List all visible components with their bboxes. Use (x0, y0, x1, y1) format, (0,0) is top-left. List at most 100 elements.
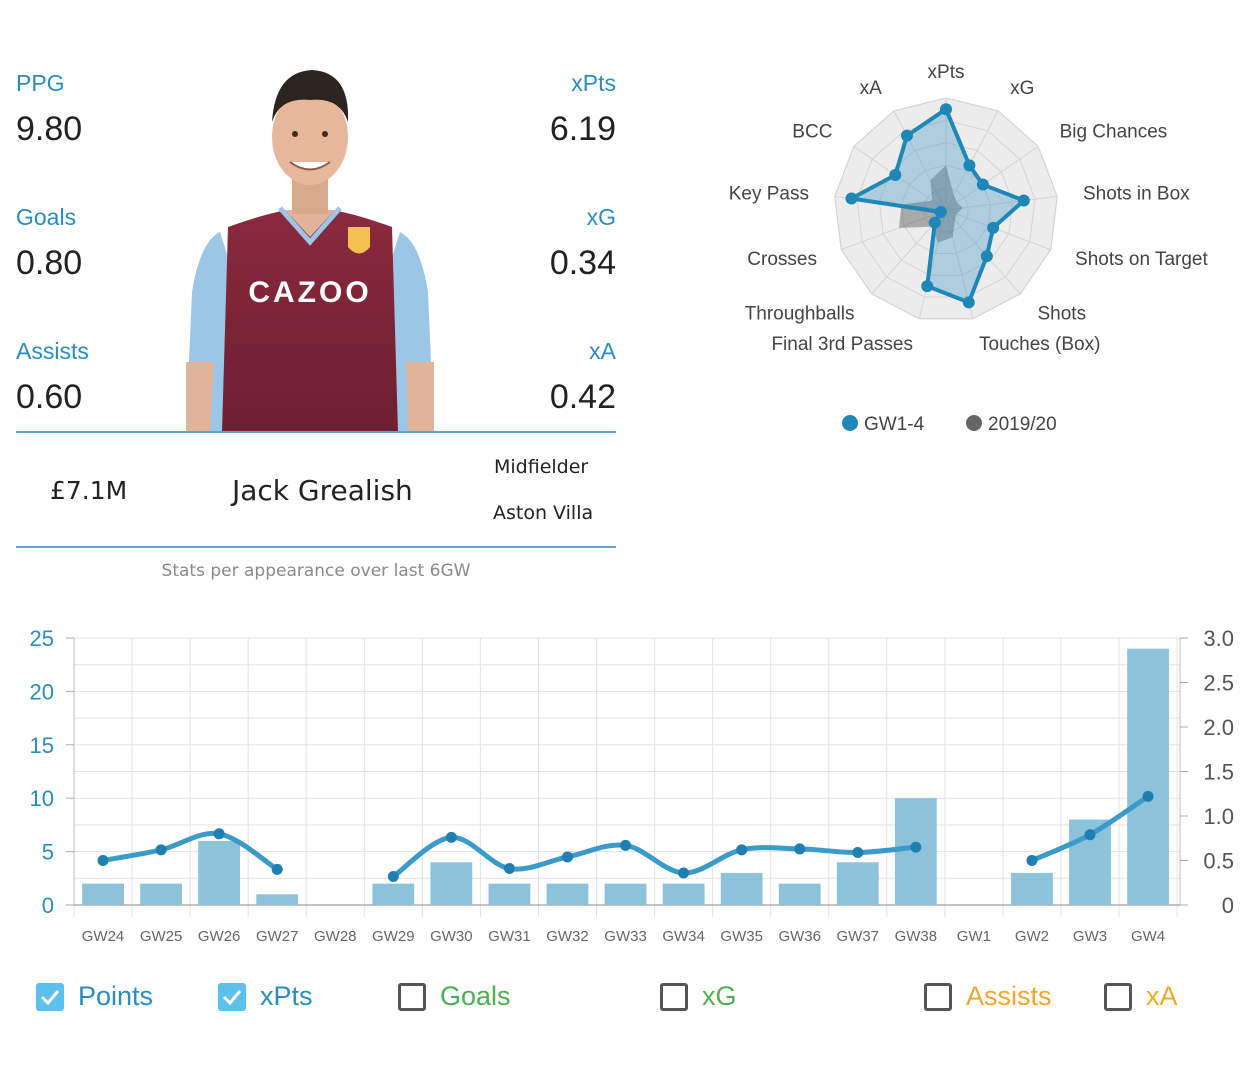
xpts-point (736, 844, 748, 856)
xpts-point (794, 843, 806, 855)
toggle-goals-label: Goals (440, 981, 511, 1011)
points-bar (82, 883, 124, 905)
x-tick-label: GW34 (662, 928, 705, 945)
radar-axis-label: Big Chances (1060, 122, 1168, 143)
y-tick-label: 25 (30, 626, 54, 651)
checkbox-checked-icon[interactable] (36, 982, 64, 1011)
card-divider-top (16, 431, 616, 433)
y2-tick-label: 2.5 (1203, 671, 1234, 696)
radar-grid-ring (923, 187, 969, 233)
xa-label: xA (589, 338, 616, 364)
radar-legend-label: 2019/20 (988, 414, 1057, 435)
y2-tick-label: 2.0 (1203, 715, 1234, 740)
x-tick-label: GW4 (1131, 928, 1165, 945)
checkbox-unchecked-icon[interactable] (924, 982, 952, 1011)
radar-point (962, 296, 975, 309)
x-tick-label: GW32 (546, 928, 589, 945)
x-tick-label: GW36 (778, 928, 821, 945)
radar-spoke (918, 209, 947, 319)
xpts-point (213, 828, 225, 840)
radar-series-gw1-4 (849, 107, 1026, 305)
assists-value: 0.60 (16, 378, 83, 416)
radar-grid-ring (856, 119, 1036, 298)
checkbox-unchecked-icon[interactable] (660, 982, 688, 1011)
xpts-line (100, 830, 280, 872)
goals-value: 0.80 (16, 244, 83, 282)
x-tick-label: GW27 (256, 928, 299, 945)
y2-tick-label: 0.5 (1203, 849, 1234, 874)
radar-spoke (945, 196, 1058, 211)
radar-point (845, 192, 858, 205)
xpts-point (503, 863, 515, 875)
checkbox-checked-icon[interactable] (218, 982, 246, 1011)
xpts-point (1084, 829, 1096, 841)
goals-label: Goals (16, 204, 77, 230)
toggle-xa-label: xA (1146, 981, 1178, 1011)
toggle-assists[interactable]: Assists (924, 981, 1052, 1012)
x-tick-label: GW28 (314, 928, 357, 945)
radar-axis-label: xG (1010, 78, 1034, 99)
radar-spoke (945, 145, 1039, 211)
y-tick-label: 15 (30, 733, 54, 758)
xpts-point (445, 831, 457, 843)
xpts-point (620, 839, 632, 851)
x-tick-label: GW38 (895, 928, 938, 945)
points-bar (1127, 648, 1169, 905)
player-position: Midfielder (494, 456, 589, 478)
x-tick-label: GW3 (1073, 928, 1107, 945)
y-tick-label: 5 (42, 840, 54, 865)
radar-point (921, 280, 934, 293)
player-team: Aston Villa (493, 502, 594, 524)
x-tick-label: GW30 (430, 928, 473, 945)
xpts-point (1142, 790, 1154, 802)
xpts-value: 6.19 (549, 110, 616, 148)
x-tick-label: GW37 (837, 928, 880, 945)
toggle-xa[interactable]: xA (1104, 981, 1178, 1012)
radar-axis-label: Shots (1038, 303, 1087, 324)
radar-legend-label: GW1-4 (864, 414, 925, 435)
ppg-label: PPG (16, 70, 65, 96)
radar-spoke (893, 110, 947, 211)
xpts-point (387, 871, 399, 883)
xpts-point (852, 846, 864, 858)
xpts-point (97, 855, 109, 866)
radar-point (980, 250, 993, 263)
y2-tick-label: 3.0 (1203, 626, 1234, 651)
x-tick-label: GW2 (1015, 928, 1049, 945)
y-tick-label: 20 (30, 679, 54, 704)
radar-point (934, 205, 947, 218)
ppg-value: 9.80 (16, 110, 83, 148)
player-photo-icon: CAZOO (186, 70, 434, 432)
gameweek-chart: 0 5 10 15 20 25 0 0.5 1.0 1.5 2.0 2.5 3.0 GW24 GW25 GW2… (30, 626, 1234, 945)
toggle-xpts[interactable]: xPts (218, 981, 313, 1012)
radar-point (963, 159, 976, 172)
radar-axis-label: Touches (Box) (979, 334, 1100, 355)
toggle-points[interactable]: Points (36, 981, 153, 1012)
radar-axis-label: Final 3rd Passes (771, 334, 913, 355)
xg-label: xG (586, 204, 616, 230)
radar-point (928, 216, 941, 229)
checkbox-unchecked-icon[interactable] (1104, 982, 1132, 1011)
points-bar (140, 883, 182, 905)
xpts-point (678, 867, 690, 879)
radar-axis-label: xPts (928, 62, 965, 83)
x-tick-label: GW25 (140, 928, 183, 945)
points-bar (198, 840, 241, 905)
radar-legend-marker (842, 415, 858, 431)
points-bar (720, 872, 763, 905)
radar-axis-label: BCC (792, 122, 832, 143)
radar-point (940, 103, 952, 116)
toggle-xg[interactable]: xG (660, 981, 737, 1012)
x-tick-label: GW1 (957, 928, 991, 945)
radar-axis-label: Shots on Target (1075, 249, 1208, 270)
y2-tick-label: 0 (1222, 893, 1234, 918)
xpts-point (561, 851, 573, 863)
xpts-point (271, 863, 283, 875)
checkbox-unchecked-icon[interactable] (398, 982, 426, 1011)
svg-text:CAZOO: CAZOO (248, 276, 371, 309)
toggle-xpts-label: xPts (260, 981, 313, 1011)
toggle-goals[interactable]: Goals (398, 981, 511, 1012)
x-tick-label: GW35 (720, 928, 763, 945)
points-bar (372, 883, 415, 905)
x-tick-label: GW33 (604, 928, 647, 945)
